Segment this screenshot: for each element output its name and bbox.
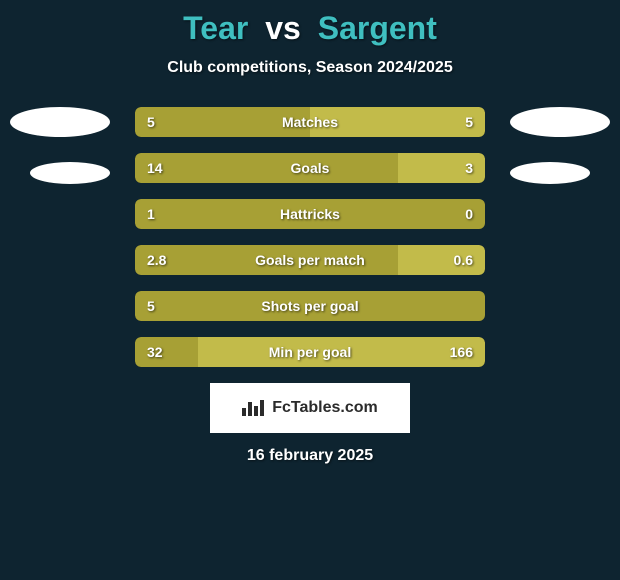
stat-row: 5Shots per goal (135, 291, 485, 321)
stat-row: 32166Min per goal (135, 337, 485, 367)
player1-avatar-ellipse (10, 107, 110, 137)
stat-label: Matches (135, 107, 485, 137)
stat-row: 55Matches (135, 107, 485, 137)
player1-name: Tear (183, 10, 248, 46)
fctables-logo: FcTables.com (210, 383, 410, 433)
bar-chart-icon (242, 400, 266, 416)
stat-row: 2.80.6Goals per match (135, 245, 485, 275)
content-area: 55Matches 143Goals 10Hattricks 2.80.6Goals … (0, 107, 620, 465)
player2-club-ellipse (510, 162, 590, 184)
date-label: 16 february 2025 (0, 447, 620, 465)
stat-rows: 55Matches 143Goals 10Hattricks 2.80.6Goals … (135, 107, 485, 367)
logo-text: FcTables.com (272, 399, 378, 417)
stat-label: Shots per goal (135, 291, 485, 321)
player2-name: Sargent (318, 10, 437, 46)
stat-row: 143Goals (135, 153, 485, 183)
stat-label: Hattricks (135, 199, 485, 229)
stat-label: Goals per match (135, 245, 485, 275)
subtitle: Club competitions, Season 2024/2025 (0, 59, 620, 77)
player2-avatar-ellipse (510, 107, 610, 137)
page-title: Tear vs Sargent (0, 0, 620, 47)
stat-row: 10Hattricks (135, 199, 485, 229)
player1-club-ellipse (30, 162, 110, 184)
vs-label: vs (265, 10, 301, 46)
comparison-infographic: Tear vs Sargent Club competitions, Seaso… (0, 0, 620, 580)
stat-label: Min per goal (135, 337, 485, 367)
stat-label: Goals (135, 153, 485, 183)
